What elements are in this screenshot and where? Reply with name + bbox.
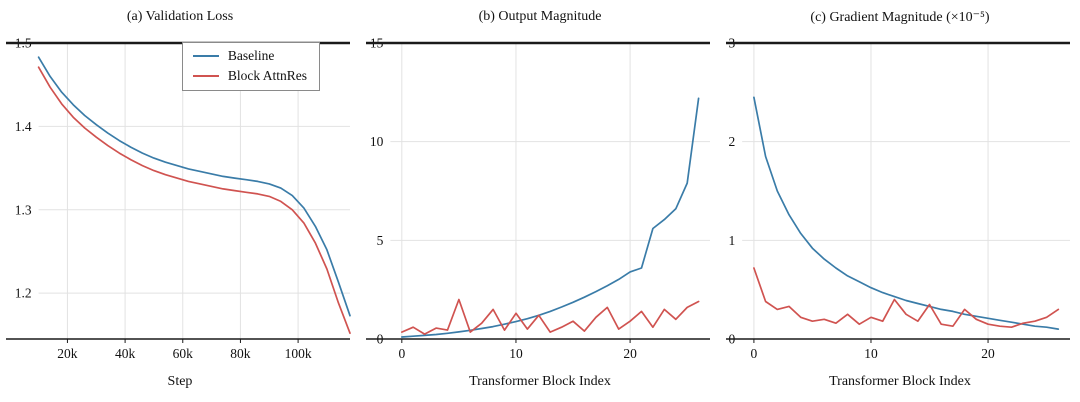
legend-item-baseline: Baseline	[192, 48, 307, 64]
svg-text:20k: 20k	[57, 346, 78, 361]
chart-panel-gradient-magnitude: (c) Gradient Magnitude (×10⁻⁵) 010200123…	[720, 0, 1080, 402]
legend-label-block-attnres: Block AttnRes	[227, 68, 307, 83]
chart-title-output-magnitude: (b) Output Magnitude	[478, 9, 602, 24]
x-axis-label-step: Step	[167, 374, 193, 389]
svg-text:0: 0	[751, 346, 758, 361]
legend-item-block-attnres: Block AttnRes	[192, 68, 307, 84]
block-attnres-line-swatch	[192, 75, 219, 77]
svg-text:1.2: 1.2	[15, 286, 32, 301]
svg-text:10: 10	[370, 134, 384, 149]
baseline-line-swatch	[192, 55, 219, 57]
chart-title-gradient-magnitude: (c) Gradient Magnitude (×10⁻⁵)	[810, 10, 990, 25]
svg-text:1.3: 1.3	[15, 202, 32, 217]
svg-text:80k: 80k	[230, 346, 251, 361]
svg-text:1.4: 1.4	[15, 119, 32, 134]
svg-text:5: 5	[377, 233, 384, 248]
svg-text:20: 20	[623, 346, 637, 361]
legend-label-baseline: Baseline	[227, 48, 275, 63]
svg-text:1: 1	[728, 233, 735, 248]
svg-text:10: 10	[864, 346, 878, 361]
svg-text:40k: 40k	[115, 346, 136, 361]
chart-panel-output-magnitude: (b) Output Magnitude 0 10 20 0 5 10 15 Transfo…	[360, 0, 720, 402]
x-axis-label-block-index-c: Transformer Block Index	[829, 374, 971, 389]
x-axis-label-block-index-b: Transformer Block Index	[469, 374, 611, 389]
legend: Baseline Block AttnRes	[181, 42, 320, 91]
svg-text:20: 20	[981, 346, 995, 361]
svg-text:60k: 60k	[173, 346, 194, 361]
gradient-magnitude-plot: 010200123	[726, 36, 1070, 361]
chart-title-validation-loss: (a) Validation Loss	[126, 9, 234, 24]
chart-panel-validation-loss: (a) Validation Loss 20k 40k 60k 80k 100k 1.2 1…	[0, 0, 360, 402]
svg-text:2: 2	[728, 134, 735, 149]
svg-text:0: 0	[398, 346, 405, 361]
svg-text:10: 10	[509, 346, 523, 361]
svg-text:100k: 100k	[285, 346, 312, 361]
